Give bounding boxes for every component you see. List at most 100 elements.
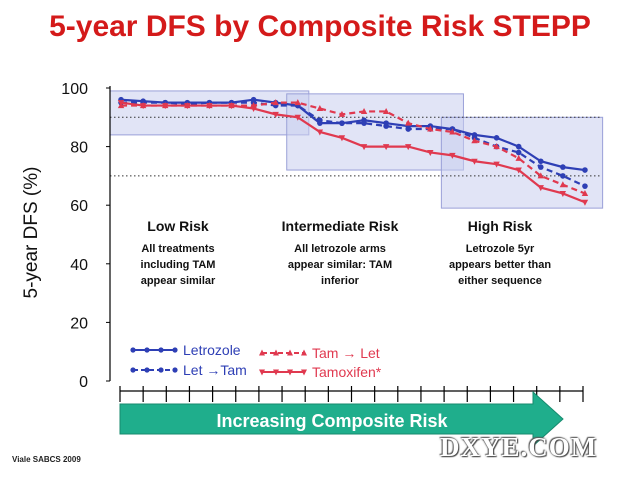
legend-marker	[273, 369, 279, 376]
data-point	[405, 119, 412, 126]
data-point	[339, 120, 345, 126]
data-point	[493, 135, 500, 141]
legend-item-2: Tam → Let	[259, 345, 380, 361]
data-point	[449, 152, 456, 159]
data-point	[560, 173, 566, 179]
data-point	[405, 126, 412, 132]
series-lines	[117, 96, 589, 206]
data-point	[493, 161, 500, 168]
legend-marker	[130, 367, 136, 373]
legend-item-0: Letrozole	[130, 342, 241, 358]
y-tick-label: 0	[79, 374, 88, 391]
region-desc-line: All treatments	[141, 243, 214, 255]
data-point	[294, 114, 301, 121]
risk-arrow	[119, 390, 564, 448]
region-desc-line: appear similar	[141, 275, 216, 287]
x-axis-arrow: Increasing Composite Risk	[119, 386, 584, 448]
region-labels: Low Risk All treatments including TAM appea…	[141, 218, 552, 287]
watermark: DXYE.COM	[440, 432, 598, 462]
data-point	[581, 199, 589, 206]
data-point	[317, 117, 323, 124]
data-point	[316, 105, 324, 112]
legend-marker	[172, 347, 178, 353]
legend-marker	[287, 369, 293, 376]
region-desc-line: including TAM	[141, 259, 216, 271]
data-point	[272, 111, 279, 118]
data-point	[515, 167, 522, 174]
data-point	[537, 158, 544, 165]
data-point	[537, 185, 544, 192]
data-point	[493, 143, 500, 150]
data-point	[581, 189, 589, 196]
region-desc-line: appears better than	[449, 259, 551, 271]
data-point	[117, 100, 125, 107]
y-axis-label: 5-year DFS (%)	[21, 167, 42, 299]
region-desc-line: Letrozole 5yr	[466, 243, 535, 255]
y-tick-label: 20	[70, 315, 88, 332]
data-point	[250, 106, 257, 113]
legend-marker	[259, 349, 265, 356]
x-axis-label: Increasing Composite Risk	[216, 411, 448, 431]
data-point	[559, 181, 567, 188]
data-point	[360, 144, 368, 151]
series-3	[117, 100, 589, 206]
data-point	[228, 103, 235, 110]
region-title-1: Intermediate Risk	[282, 218, 399, 234]
legend-label: Let →Tam	[183, 362, 247, 378]
data-point	[427, 125, 434, 132]
data-point	[360, 107, 368, 114]
data-point	[471, 137, 478, 144]
legend-marker	[287, 349, 293, 356]
chart-title: 5-year DFS by Composite Risk STEPP	[49, 10, 591, 43]
legend-marker	[301, 349, 307, 356]
region-title-0: Low Risk	[147, 218, 209, 234]
legend-marker	[130, 347, 136, 353]
data-point	[471, 158, 478, 165]
series-line	[121, 101, 586, 188]
data-point	[582, 183, 588, 189]
region-desc-line: All letrozole arms	[294, 243, 386, 255]
y-tick-label: 100	[61, 81, 88, 98]
legend-marker	[259, 369, 265, 376]
data-point	[383, 123, 389, 129]
series-line	[121, 101, 586, 195]
data-point	[361, 120, 367, 126]
legend-marker	[158, 347, 164, 353]
data-point	[294, 99, 301, 106]
axes: 0 20 40 60 80 100 5-year DFS (%)	[21, 81, 111, 391]
legend: Letrozole Let →Tam Tam → Let Tamoxifen*	[130, 342, 382, 380]
legend-marker	[172, 367, 178, 373]
risk-band-0	[109, 90, 310, 136]
legend-marker	[144, 347, 150, 353]
legend-label: Tam → Let	[312, 345, 380, 361]
data-point	[515, 143, 522, 150]
risk-band-1	[286, 93, 464, 171]
data-point	[559, 190, 567, 197]
region-title-2: High Risk	[468, 218, 533, 234]
data-point	[427, 149, 434, 156]
data-point	[537, 164, 544, 170]
data-point	[316, 129, 324, 136]
legend-label: Tamoxifen*	[312, 364, 382, 380]
region-desc-line: either sequence	[458, 275, 542, 287]
legend-marker	[273, 349, 279, 356]
data-point	[272, 99, 279, 106]
data-point	[537, 172, 544, 179]
data-point	[560, 164, 566, 170]
legend-marker	[144, 367, 150, 373]
data-point	[449, 128, 456, 135]
risk-band-2	[440, 116, 604, 209]
legend-label: Letrozole	[183, 342, 241, 358]
data-point	[338, 135, 346, 142]
data-point	[382, 107, 390, 114]
data-point	[515, 149, 522, 156]
legend-marker	[301, 369, 307, 376]
data-point	[139, 103, 147, 110]
legend-item-1: Let →Tam	[130, 362, 247, 378]
region-desc-line: appear similar: TAM	[288, 259, 392, 271]
series-line	[120, 101, 586, 204]
data-point	[382, 144, 390, 151]
risk-bands	[109, 90, 604, 209]
data-point	[582, 167, 588, 173]
